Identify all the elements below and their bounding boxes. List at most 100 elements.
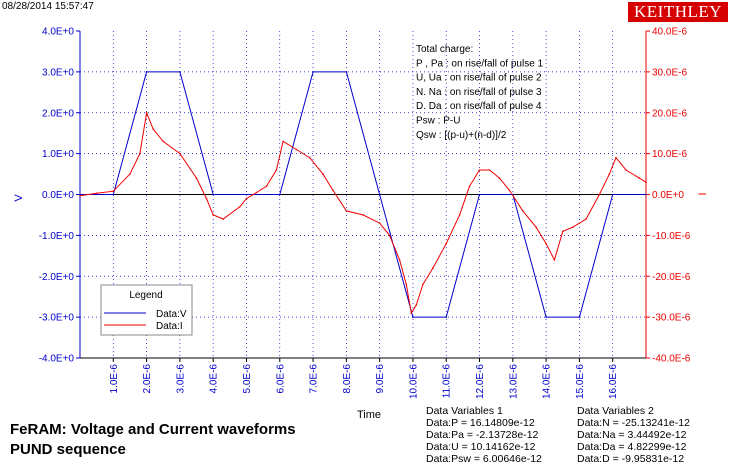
- data-point-voltage: [312, 71, 314, 73]
- data-point-current: [162, 140, 164, 143]
- x-tick-label: 11.0E-6: [442, 364, 453, 399]
- data-point-current: [615, 156, 617, 159]
- dv1-line: Data:Pa = -2.13728e-12: [426, 429, 539, 441]
- data-point-current: [553, 259, 556, 261]
- y-tick-label-left: 3.0E+0: [42, 67, 74, 78]
- y-tick-label-left: 4.0E+0: [42, 27, 74, 38]
- data-point-current: [129, 173, 131, 175]
- data-point-voltage: [378, 193, 381, 196]
- y-tick-label-right: 10.0E-6: [652, 149, 687, 160]
- annotation-line: N. Na : on rise/fall of pulse 3: [416, 87, 542, 98]
- chart-series: [79, 71, 647, 318]
- data-point-current: [645, 181, 647, 183]
- data-point-voltage: [212, 193, 214, 196]
- y-tick-label-left: 2.0E+0: [42, 108, 74, 119]
- data-point-voltage: [145, 71, 148, 73]
- data-point-current: [405, 283, 408, 286]
- data-variables-2: Data Variables 2 Data:N = -25.13241e-12 …: [577, 405, 690, 465]
- data-point-current: [585, 218, 587, 220]
- data-point-current: [212, 214, 214, 216]
- y-tick-label-left: -3.0E+0: [39, 313, 75, 324]
- x-tick-label: 14.0E-6: [542, 364, 553, 399]
- x-tick-label: 4.0E-6: [209, 364, 220, 394]
- data-point-voltage: [279, 193, 281, 196]
- data-point-current: [625, 169, 627, 171]
- data-point-current: [179, 152, 181, 155]
- dv1-line: Data:Psw = 6.00646e-12: [426, 453, 542, 465]
- legend-label-current: Data:I: [156, 321, 183, 332]
- data-point-current: [468, 185, 471, 188]
- data-point-current: [282, 140, 284, 143]
- annotation-block: Total charge: P , Pa : on rise/fall of pu…: [416, 44, 544, 141]
- y-tick-label-left: 1.0E+0: [42, 149, 74, 160]
- dv2-line: Data:N = -25.13241e-12: [577, 417, 690, 429]
- x-tick-label: 6.0E-6: [275, 364, 286, 394]
- y-tick-label-right: -20.0E-6: [652, 272, 691, 283]
- data-point-current: [308, 156, 311, 159]
- y-axis-label-right: I: [697, 192, 709, 195]
- legend-label-voltage: Data:V: [156, 309, 187, 320]
- data-point-current: [598, 193, 601, 196]
- data-point-current: [79, 194, 81, 197]
- data-point-current: [345, 210, 348, 212]
- y-tick-label-right: 20.0E-6: [652, 108, 687, 119]
- y-tick-label-left: 0.0E+0: [42, 190, 74, 201]
- data-point-current: [222, 218, 224, 220]
- data-point-current: [255, 191, 258, 194]
- data-point-current: [422, 283, 424, 286]
- data-variables-2-title: Data Variables 2: [577, 405, 654, 417]
- y-tick-label-right: 40.0E-6: [652, 27, 687, 38]
- data-point-voltage: [345, 71, 348, 73]
- y-tick-label-right: 0.0E+0: [652, 190, 684, 201]
- legend-title: Legend: [129, 290, 162, 301]
- data-point-current: [572, 226, 574, 228]
- data-point-voltage: [645, 193, 647, 196]
- x-tick-label: 1.0E-6: [109, 364, 120, 394]
- chart-ticks: 4.0E+0 3.0E+0 2.0E+0 1.0E+0 0.0E+0 -1.0E+0 -2.…: [39, 27, 691, 400]
- data-variables-1: Data Variables 1 Data:P = 16.14809e-12 D…: [426, 405, 542, 465]
- data-point-voltage: [545, 316, 547, 318]
- y-tick-label-right: -40.0E-6: [652, 354, 691, 365]
- dv2-line: Data:D = -9.95831e-12: [577, 453, 685, 465]
- data-point-current: [205, 197, 208, 200]
- data-point-voltage: [412, 316, 414, 318]
- data-point-current: [432, 267, 434, 269]
- data-point-current: [410, 312, 413, 314]
- data-point-current: [508, 189, 511, 192]
- data-point-current: [498, 177, 501, 179]
- data-point-voltage: [112, 193, 115, 196]
- data-point-current: [195, 177, 198, 179]
- data-point-current: [638, 177, 641, 179]
- x-tick-label: 3.0E-6: [175, 364, 186, 394]
- annotation-line: Psw : P-U: [416, 116, 460, 127]
- x-tick-label: 5.0E-6: [242, 364, 253, 394]
- data-point-current: [458, 214, 461, 216]
- annotation-line: U, Ua : on rise/fall of pulse 2: [416, 73, 542, 84]
- annotation-line: Total charge:: [416, 44, 473, 55]
- dv1-line: Data:P = 16.14809e-12: [426, 417, 535, 429]
- data-point-current: [398, 259, 401, 261]
- data-point-current: [488, 169, 491, 171]
- x-tick-label: 15.0E-6: [575, 364, 586, 399]
- chart-axes: [79, 31, 647, 359]
- data-point-current: [535, 226, 537, 228]
- annotation-line: D. Da : on rise/fall of pulse 4: [416, 101, 542, 112]
- data-point-current: [608, 173, 611, 175]
- x-tick-label: 7.0E-6: [309, 364, 320, 394]
- y-tick-label-right: 30.0E-6: [652, 67, 687, 78]
- data-point-voltage: [578, 316, 581, 318]
- data-point-current: [388, 234, 391, 237]
- caption-line-2: PUND sequence: [10, 441, 126, 458]
- data-point-current: [445, 242, 448, 245]
- data-point-current: [145, 112, 148, 114]
- data-point-current: [332, 189, 334, 192]
- y-tick-label-right: -10.0E-6: [652, 231, 691, 242]
- data-point-current: [378, 222, 381, 224]
- y-tick-label-left: -1.0E+0: [39, 231, 75, 242]
- caption-line-1: FeRAM: Voltage and Current waveforms: [10, 421, 296, 438]
- y-tick-label-left: -2.0E+0: [39, 272, 75, 283]
- y-axis-label-left: V: [13, 194, 25, 202]
- data-point-current: [522, 210, 524, 212]
- data-point-current: [265, 185, 268, 188]
